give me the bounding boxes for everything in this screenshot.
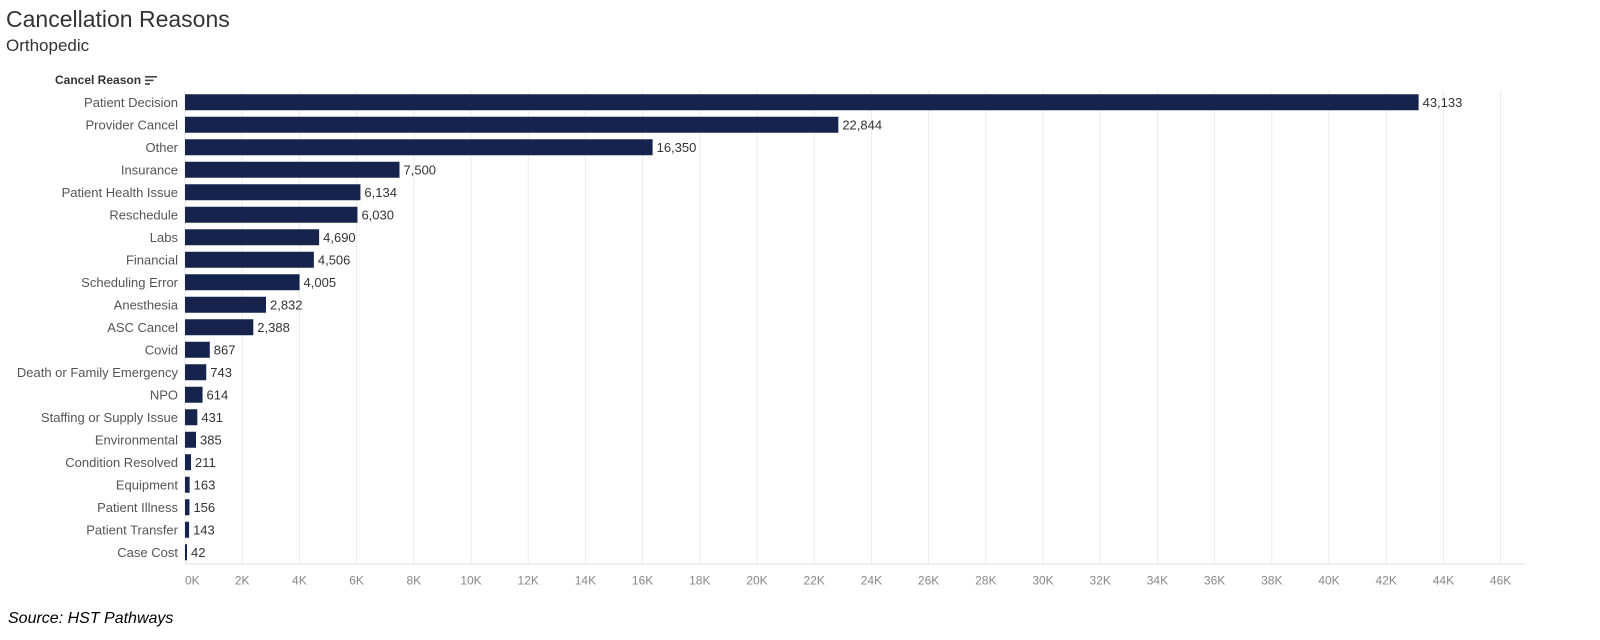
chart-subtitle: Orthopedic — [6, 36, 90, 55]
x-tick-label-12: 24K — [861, 574, 882, 588]
value-label-2: 16,350 — [657, 140, 697, 155]
x-tick-label-21: 42K — [1376, 574, 1397, 588]
category-label-17: Equipment — [116, 477, 179, 492]
value-label-9: 2,832 — [270, 297, 303, 312]
value-label-12: 743 — [210, 365, 232, 380]
bar-19 — [185, 521, 190, 538]
category-label-20: Case Cost — [117, 545, 178, 560]
x-tick-label-9: 18K — [689, 574, 710, 588]
bar-1 — [185, 116, 839, 133]
bar-8 — [185, 274, 300, 291]
value-label-11: 867 — [214, 342, 236, 357]
value-label-1: 22,844 — [842, 117, 882, 132]
x-tick-label-10: 20K — [746, 574, 767, 588]
x-tick-label-2: 4K — [292, 574, 307, 588]
value-label-14: 431 — [201, 410, 223, 425]
x-tick-label-14: 28K — [975, 574, 996, 588]
category-label-13: NPO — [150, 387, 178, 402]
category-label-10: ASC Cancel — [107, 320, 178, 335]
category-label-7: Financial — [126, 252, 178, 267]
value-label-13: 614 — [207, 387, 229, 402]
category-label-11: Covid — [145, 342, 178, 357]
bar-4 — [185, 184, 361, 201]
category-label-12: Death or Family Emergency — [17, 365, 179, 380]
bar-5 — [185, 206, 358, 223]
x-tick-label-5: 10K — [460, 574, 481, 588]
category-label-15: Environmental — [95, 432, 178, 447]
bar-15 — [185, 431, 197, 448]
category-label-4: Patient Health Issue — [62, 185, 178, 200]
value-label-0: 43,133 — [1423, 95, 1463, 110]
x-tick-label-3: 6K — [349, 574, 364, 588]
category-label-16: Condition Resolved — [65, 455, 178, 470]
x-tick-label-17: 34K — [1147, 574, 1168, 588]
value-label-17: 163 — [194, 477, 216, 492]
source-note: Source: HST Pathways — [8, 610, 174, 627]
bar-10 — [185, 319, 254, 336]
bar-7 — [185, 251, 314, 268]
x-tick-label-8: 16K — [632, 574, 653, 588]
value-label-4: 6,134 — [364, 185, 397, 200]
x-tick-label-4: 8K — [406, 574, 421, 588]
bar-14 — [185, 409, 198, 426]
bar-20 — [185, 544, 187, 561]
value-label-6: 4,690 — [323, 230, 356, 245]
bar-12 — [185, 364, 207, 381]
value-label-3: 7,500 — [404, 162, 437, 177]
value-label-8: 4,005 — [304, 275, 337, 290]
x-tick-label-18: 36K — [1204, 574, 1225, 588]
bar-6 — [185, 229, 320, 246]
value-label-5: 6,030 — [361, 207, 394, 222]
bar-2 — [185, 139, 653, 156]
value-label-16: 211 — [195, 455, 216, 470]
x-tick-label-19: 38K — [1261, 574, 1282, 588]
x-tick-label-11: 22K — [804, 574, 825, 588]
chart-title: Cancellation Reasons — [6, 6, 230, 32]
x-tick-label-0: 0K — [185, 574, 200, 588]
x-tick-label-15: 30K — [1032, 574, 1053, 588]
category-label-0: Patient Decision — [84, 95, 178, 110]
cancel-reason-header-label: Cancel Reason — [55, 73, 142, 87]
bar-9 — [185, 296, 266, 313]
value-label-19: 143 — [193, 522, 215, 537]
bar-16 — [185, 454, 192, 471]
category-label-3: Insurance — [121, 162, 178, 177]
sort-descending-icon[interactable] — [145, 75, 158, 86]
cancel-reason-header[interactable]: Cancel Reason — [55, 73, 158, 87]
value-label-20: 42 — [191, 545, 205, 560]
bar-11 — [185, 341, 210, 358]
bar-3 — [185, 161, 400, 178]
x-tick-label-20: 40K — [1318, 574, 1339, 588]
bar-18 — [185, 499, 190, 516]
bar-13 — [185, 386, 203, 403]
value-label-18: 156 — [193, 500, 215, 515]
x-tick-label-23: 46K — [1490, 574, 1511, 588]
category-label-5: Reschedule — [109, 207, 178, 222]
bar-0 — [185, 94, 1419, 111]
x-tick-label-22: 44K — [1433, 574, 1454, 588]
x-tick-label-6: 12K — [518, 574, 539, 588]
category-label-19: Patient Transfer — [86, 522, 178, 537]
x-tick-label-16: 32K — [1090, 574, 1111, 588]
category-label-1: Provider Cancel — [86, 117, 179, 132]
value-label-7: 4,506 — [318, 252, 351, 267]
category-label-9: Anesthesia — [114, 297, 179, 312]
category-label-14: Staffing or Supply Issue — [41, 410, 178, 425]
bar-17 — [185, 476, 190, 493]
x-tick-label-13: 26K — [918, 574, 939, 588]
category-label-8: Scheduling Error — [81, 275, 178, 290]
category-label-18: Patient Illness — [97, 500, 178, 515]
category-label-2: Other — [145, 140, 178, 155]
value-label-10: 2,388 — [257, 320, 290, 335]
category-label-6: Labs — [150, 230, 179, 245]
x-tick-label-7: 14K — [575, 574, 596, 588]
x-tick-label-1: 2K — [235, 574, 250, 588]
value-label-15: 385 — [200, 432, 222, 447]
